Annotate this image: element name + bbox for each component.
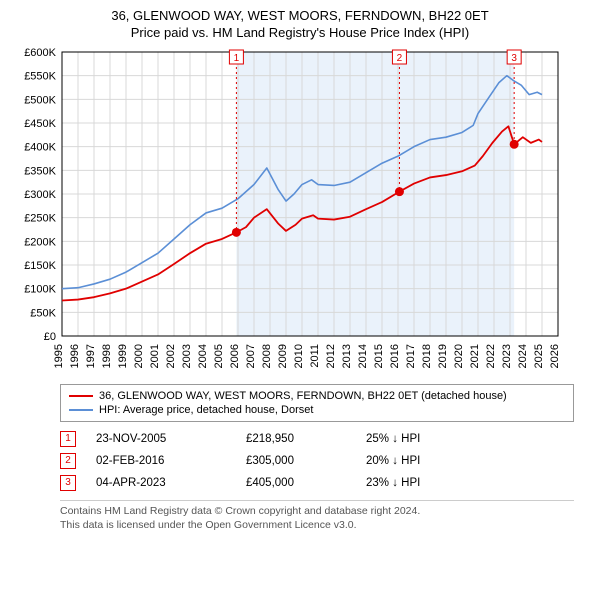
sale-row: 3 04-APR-2023 £405,000 23% ↓ HPI bbox=[60, 472, 574, 494]
sale-hpi-delta: 20% ↓ HPI bbox=[366, 455, 486, 467]
sale-hpi-delta: 25% ↓ HPI bbox=[366, 433, 486, 445]
sale-date: 23-NOV-2005 bbox=[96, 433, 226, 445]
svg-text:2025: 2025 bbox=[533, 344, 545, 368]
svg-text:3: 3 bbox=[511, 53, 517, 64]
svg-text:1999: 1999 bbox=[117, 344, 129, 368]
svg-text:1: 1 bbox=[234, 53, 240, 64]
chart-container: 36, GLENWOOD WAY, WEST MOORS, FERNDOWN, … bbox=[0, 0, 600, 542]
svg-text:2010: 2010 bbox=[293, 344, 305, 368]
svg-text:1997: 1997 bbox=[85, 344, 97, 368]
svg-text:2008: 2008 bbox=[261, 344, 273, 368]
svg-text:2007: 2007 bbox=[245, 344, 257, 368]
svg-text:2024: 2024 bbox=[517, 344, 529, 368]
svg-text:1996: 1996 bbox=[69, 344, 81, 368]
legend-label: 36, GLENWOOD WAY, WEST MOORS, FERNDOWN, … bbox=[99, 390, 507, 402]
legend: 36, GLENWOOD WAY, WEST MOORS, FERNDOWN, … bbox=[60, 384, 574, 422]
sale-price: £218,950 bbox=[246, 433, 346, 445]
svg-text:2012: 2012 bbox=[325, 344, 337, 368]
svg-text:2021: 2021 bbox=[469, 344, 481, 368]
footer-line-2: This data is licensed under the Open Gov… bbox=[60, 519, 574, 533]
attribution-footer: Contains HM Land Registry data © Crown c… bbox=[60, 500, 574, 532]
svg-text:2003: 2003 bbox=[181, 344, 193, 368]
svg-text:£350K: £350K bbox=[24, 165, 56, 177]
svg-text:2002: 2002 bbox=[165, 344, 177, 368]
svg-text:1998: 1998 bbox=[101, 344, 113, 368]
sales-table: 1 23-NOV-2005 £218,950 25% ↓ HPI 2 02-FEB-201… bbox=[60, 428, 574, 494]
sale-marker-box: 1 bbox=[60, 431, 76, 447]
svg-text:£250K: £250K bbox=[24, 213, 56, 225]
svg-text:£600K: £600K bbox=[24, 47, 56, 59]
svg-text:£150K: £150K bbox=[24, 260, 56, 272]
sale-hpi-delta: 23% ↓ HPI bbox=[366, 477, 486, 489]
svg-text:£300K: £300K bbox=[24, 189, 56, 201]
svg-text:2013: 2013 bbox=[341, 344, 353, 368]
svg-text:2020: 2020 bbox=[453, 344, 465, 368]
svg-text:2006: 2006 bbox=[229, 344, 241, 368]
svg-text:£400K: £400K bbox=[24, 142, 56, 154]
svg-text:2018: 2018 bbox=[421, 344, 433, 368]
sale-row: 1 23-NOV-2005 £218,950 25% ↓ HPI bbox=[60, 428, 574, 450]
svg-text:2001: 2001 bbox=[149, 344, 161, 368]
sale-date: 02-FEB-2016 bbox=[96, 455, 226, 467]
price-chart: £0 £50K £100K £150K £200K £250K £300K £350K £400… bbox=[10, 46, 570, 376]
svg-text:£0: £0 bbox=[44, 331, 56, 343]
svg-text:1995: 1995 bbox=[53, 344, 65, 368]
svg-text:2011: 2011 bbox=[309, 344, 321, 368]
sale-price: £405,000 bbox=[246, 477, 346, 489]
svg-text:£50K: £50K bbox=[30, 307, 56, 319]
svg-text:2004: 2004 bbox=[197, 344, 209, 368]
svg-text:2015: 2015 bbox=[373, 344, 385, 368]
svg-text:2016: 2016 bbox=[389, 344, 401, 368]
svg-text:2014: 2014 bbox=[357, 344, 369, 368]
sale-marker-box: 2 bbox=[60, 453, 76, 469]
svg-text:£500K: £500K bbox=[24, 94, 56, 106]
svg-text:2: 2 bbox=[397, 53, 403, 64]
svg-text:2009: 2009 bbox=[277, 344, 289, 368]
svg-text:£550K: £550K bbox=[24, 71, 56, 83]
footer-line-1: Contains HM Land Registry data © Crown c… bbox=[60, 505, 574, 519]
sale-date: 04-APR-2023 bbox=[96, 477, 226, 489]
legend-swatch bbox=[69, 395, 93, 397]
sale-marker-box: 3 bbox=[60, 475, 76, 491]
svg-text:£200K: £200K bbox=[24, 236, 56, 248]
sale-row: 2 02-FEB-2016 £305,000 20% ↓ HPI bbox=[60, 450, 574, 472]
svg-text:£450K: £450K bbox=[24, 118, 56, 130]
svg-text:2017: 2017 bbox=[405, 344, 417, 368]
title-address: 36, GLENWOOD WAY, WEST MOORS, FERNDOWN, … bbox=[10, 8, 590, 25]
svg-text:2022: 2022 bbox=[485, 344, 497, 368]
svg-text:2000: 2000 bbox=[133, 344, 145, 368]
svg-text:2019: 2019 bbox=[437, 344, 449, 368]
svg-text:2005: 2005 bbox=[213, 344, 225, 368]
legend-item: 36, GLENWOOD WAY, WEST MOORS, FERNDOWN, … bbox=[69, 389, 565, 403]
svg-text:£100K: £100K bbox=[24, 284, 56, 296]
legend-swatch bbox=[69, 409, 93, 411]
svg-text:2026: 2026 bbox=[549, 344, 561, 368]
svg-text:2023: 2023 bbox=[501, 344, 513, 368]
legend-item: HPI: Average price, detached house, Dors… bbox=[69, 403, 565, 417]
legend-label: HPI: Average price, detached house, Dors… bbox=[99, 404, 313, 416]
title-metric: Price paid vs. HM Land Registry's House … bbox=[10, 25, 590, 40]
sale-price: £305,000 bbox=[246, 455, 346, 467]
